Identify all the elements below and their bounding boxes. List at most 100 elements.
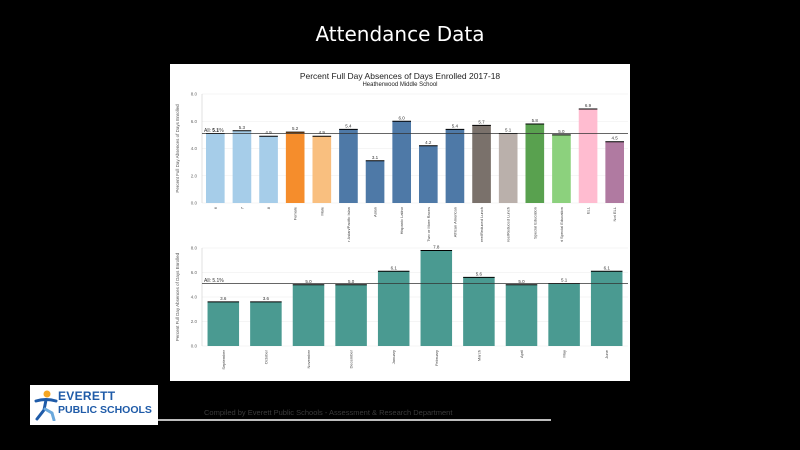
bar bbox=[365, 160, 385, 203]
reference-line-label: All: 5.1% bbox=[204, 128, 224, 134]
bar bbox=[525, 123, 545, 203]
chart-panel: Percent Full Day Absences of Days Enroll… bbox=[170, 64, 630, 381]
bar bbox=[552, 134, 571, 203]
footer-credit: Compiled by Everett Public Schools - Ass… bbox=[204, 408, 453, 417]
x-tick-label: Not Special Education bbox=[559, 207, 564, 242]
x-tick-label: June bbox=[604, 349, 609, 358]
bar bbox=[578, 108, 598, 203]
bar bbox=[463, 277, 495, 346]
y-axis-label: Percent Full Day Absences of Days Enroll… bbox=[175, 252, 180, 341]
logo-line-2: PUBLIC SCHOOLS bbox=[58, 404, 152, 416]
bar-value-label: 7.8 bbox=[433, 244, 440, 249]
bar bbox=[339, 129, 358, 203]
x-tick-label: Male bbox=[319, 206, 324, 215]
bar-value-label: 5.1 bbox=[505, 128, 512, 133]
x-tick-label: February bbox=[434, 350, 439, 366]
bar-value-label: 5.6 bbox=[476, 271, 483, 276]
bar bbox=[505, 284, 538, 346]
y-tick-label: 6.0 bbox=[191, 270, 198, 275]
bar bbox=[590, 271, 623, 346]
x-tick-label: Not ELL bbox=[612, 206, 617, 221]
x-tick-label: African American bbox=[452, 207, 457, 237]
bar-value-label: 3.6 bbox=[263, 296, 270, 301]
x-tick-label: April bbox=[519, 350, 524, 358]
monthly-absence-chart: Percent Full Day Absences of Days Enroll… bbox=[175, 244, 628, 370]
bar bbox=[292, 284, 325, 346]
reference-line-label: All: 5.1% bbox=[204, 278, 224, 284]
bar-value-label: 3.6 bbox=[220, 296, 227, 301]
bar bbox=[420, 250, 453, 346]
bar bbox=[548, 283, 580, 346]
bar bbox=[498, 133, 518, 203]
bar-value-label: 6.1 bbox=[391, 265, 398, 270]
x-tick-label: Female bbox=[293, 206, 298, 220]
bar-value-label: 6.1 bbox=[604, 265, 611, 270]
bar-value-label: 5.4 bbox=[345, 123, 352, 128]
bar bbox=[392, 121, 412, 203]
bar bbox=[259, 136, 278, 203]
bar-value-label: 5.1 bbox=[561, 278, 568, 283]
x-tick-label: September bbox=[221, 349, 226, 369]
bar bbox=[207, 301, 240, 346]
y-tick-label: 6.0 bbox=[191, 119, 198, 124]
x-tick-label: 6 bbox=[213, 206, 218, 209]
y-tick-label: 0.0 bbox=[191, 344, 198, 349]
bar-value-label: 5.0 bbox=[348, 279, 355, 284]
x-tick-label: March bbox=[476, 350, 481, 361]
x-tick-label: Hispanic Latino bbox=[399, 206, 404, 234]
y-tick-label: 8.0 bbox=[191, 92, 198, 97]
bar-value-label: 3.1 bbox=[372, 155, 379, 160]
bar-value-label: 6.9 bbox=[585, 103, 592, 108]
y-tick-label: 2.0 bbox=[191, 319, 198, 324]
bar bbox=[250, 301, 282, 346]
x-tick-label: ELL bbox=[586, 206, 591, 214]
bar-value-label: 5.2 bbox=[292, 126, 299, 131]
chart-subtitle: Heatherwood Middle School bbox=[362, 82, 438, 88]
bar-value-label: 4.2 bbox=[425, 140, 432, 145]
bar-value-label: 5.7 bbox=[478, 119, 485, 124]
x-tick-label: October bbox=[263, 349, 268, 364]
everett-public-schools-logo: EVERETT PUBLIC SCHOOLS bbox=[30, 385, 158, 425]
bar bbox=[605, 141, 625, 203]
logo-line-1: EVERETT bbox=[58, 389, 116, 403]
bar bbox=[377, 271, 410, 346]
x-tick-label: 8 bbox=[266, 206, 271, 209]
x-tick-label: Not Free/Reduced Lunch bbox=[506, 207, 511, 242]
x-tick-label: January bbox=[391, 350, 396, 364]
bar-value-label: 5.0 bbox=[305, 279, 312, 284]
footer-divider bbox=[158, 419, 551, 421]
bar-value-label: 6.0 bbox=[399, 115, 406, 120]
bar bbox=[312, 136, 332, 203]
bar-value-label: 5.4 bbox=[452, 123, 459, 128]
chart-title: Percent Full Day Absences of Days Enroll… bbox=[299, 71, 501, 81]
y-tick-label: 2.0 bbox=[191, 173, 198, 178]
x-tick-label: Asian bbox=[373, 207, 378, 217]
bar bbox=[418, 145, 438, 203]
bar bbox=[472, 125, 491, 203]
bar bbox=[205, 133, 225, 203]
x-tick-label: November bbox=[306, 349, 311, 368]
y-tick-label: 0.0 bbox=[191, 201, 198, 206]
bar-value-label: 4.5 bbox=[612, 136, 619, 141]
slide-title: Attendance Data bbox=[315, 22, 485, 46]
y-tick-label: 8.0 bbox=[191, 246, 198, 251]
y-tick-label: 4.0 bbox=[191, 295, 198, 300]
y-axis-label: Percent Full Day Absences of Days Enroll… bbox=[175, 104, 180, 193]
bar-value-label: 5.0 bbox=[558, 129, 565, 134]
bar bbox=[232, 130, 252, 203]
bar bbox=[335, 284, 367, 346]
bar bbox=[285, 132, 305, 203]
bar-value-label: 4.9 bbox=[265, 130, 272, 135]
bar-value-label: 4.9 bbox=[319, 130, 326, 135]
bar-value-label: 5.1 bbox=[212, 128, 219, 133]
x-tick-label: Two or More Races bbox=[426, 207, 431, 242]
x-tick-label: 7 bbox=[239, 206, 244, 209]
bar-value-label: 5.0 bbox=[518, 279, 525, 284]
x-tick-label: Free/Reduced Lunch bbox=[479, 207, 484, 242]
x-tick-label: Special Education bbox=[532, 207, 537, 239]
bar-value-label: 5.8 bbox=[532, 118, 539, 123]
x-tick-label: Other Asian/Pacific Islan bbox=[346, 207, 351, 242]
x-tick-label: May bbox=[562, 350, 567, 358]
y-tick-label: 4.0 bbox=[191, 146, 198, 151]
bar-value-label: 5.3 bbox=[239, 125, 246, 130]
